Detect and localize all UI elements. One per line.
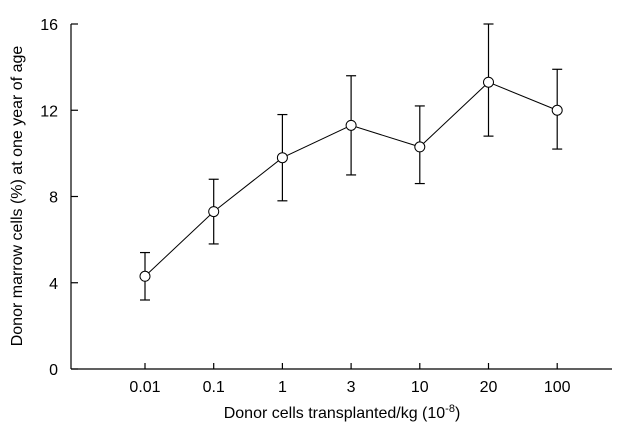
- x-tick-label: 0.1: [203, 379, 225, 396]
- x-tick-label: 10: [411, 379, 429, 396]
- x-axis-title-main: Donor cells transplanted/kg (10: [224, 405, 446, 422]
- y-axis: 0 4 8 12 16: [40, 17, 78, 379]
- y-tick-label: 0: [49, 362, 58, 379]
- data-point: [414, 141, 426, 153]
- error-bars: [140, 23, 563, 301]
- x-tick-label: 3: [347, 379, 356, 396]
- y-tick-label: 12: [40, 103, 58, 120]
- x-tick-label: 1: [278, 379, 287, 396]
- data-point: [551, 104, 563, 116]
- data-point: [276, 152, 288, 164]
- data-point: [345, 119, 357, 131]
- y-tick-label: 16: [40, 17, 58, 34]
- data-point: [139, 270, 151, 282]
- x-axis-title-superscript: -8: [445, 403, 455, 415]
- x-tick-label: 100: [544, 379, 571, 396]
- x-axis: 0.01 0.1 1 3 10 20 100: [71, 363, 612, 396]
- y-tick-label: 4: [49, 276, 58, 293]
- x-axis-title: Donor cells transplanted/kg (10-8): [224, 403, 461, 422]
- x-tick-label: 0.01: [129, 379, 160, 396]
- x-axis-title-end: ): [455, 405, 460, 422]
- y-axis-title: Donor marrow cells (%) at one year of ag…: [9, 46, 26, 347]
- y-tick-label: 8: [49, 190, 58, 207]
- x-tick-label: 20: [480, 379, 498, 396]
- data-point: [208, 206, 220, 218]
- data-point: [483, 76, 494, 88]
- data-series: [139, 76, 563, 282]
